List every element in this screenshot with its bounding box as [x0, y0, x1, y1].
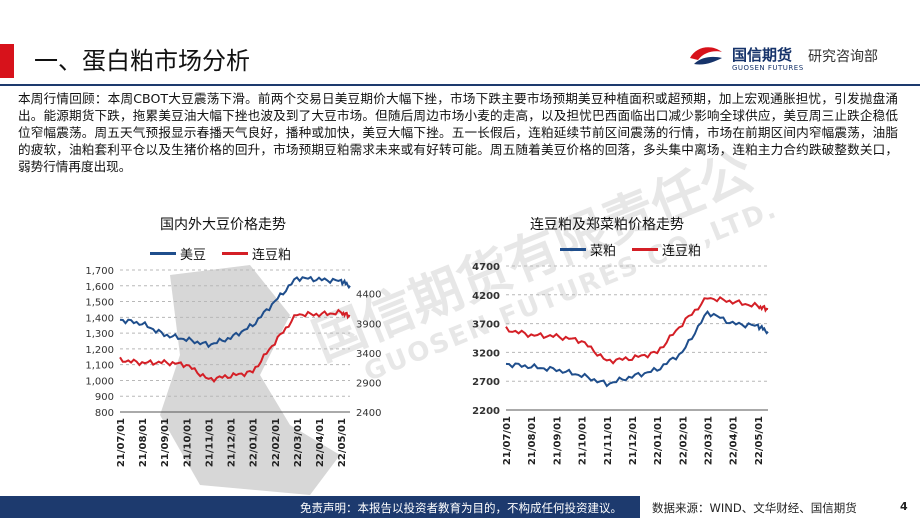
- x-tick-label: 22/01/01: [249, 418, 260, 467]
- guosen-logo-icon: [690, 47, 722, 65]
- watermark-emblem: [160, 265, 340, 495]
- y-tick-label: 4700: [472, 262, 500, 273]
- y-tick-label: 3200: [472, 348, 500, 359]
- title-divider: [0, 84, 920, 86]
- weekly-review-text: 本周行情回顾：本周CBOT大豆震荡下滑。前两个交易日美豆期价大幅下挫，市场下跌主…: [18, 91, 898, 174]
- x-tick-label: 22/02/01: [678, 416, 689, 465]
- y-tick-label: 2700: [472, 377, 500, 388]
- title-accent-bar: [0, 44, 14, 78]
- x-tick-label: 21/12/01: [628, 416, 639, 465]
- chart1-soybean-prices: 800 900 1,000 1,100 1,200 1,300 1,400 1,500 1,60…: [85, 266, 381, 467]
- x-tick-label: 21/07/01: [502, 416, 513, 465]
- chart2-meal-prices: 2200 2700 3200 3700 4200 4700 21/07/01 21/08/01…: [472, 262, 769, 465]
- chart1-legend-item-2: 连豆粕: [222, 244, 291, 263]
- brand-name: 国信期货: [732, 46, 793, 64]
- chart2-title: 连豆粕及郑菜粕价格走势: [530, 217, 684, 233]
- y-tick-label: 3700: [472, 320, 500, 331]
- y-tick-label: 1,000: [85, 376, 114, 387]
- brand-english-name: GUOSEN FUTURES: [732, 64, 804, 72]
- x-tick-label: 22/05/01: [754, 416, 765, 465]
- y-tick-label: 2200: [472, 406, 500, 417]
- department-label: 研究咨询部: [808, 49, 878, 65]
- x-tick-label: 22/03/01: [704, 416, 715, 465]
- y-tick-label: 1,500: [85, 298, 114, 309]
- series-line-1: [505, 310, 769, 388]
- series-line-2: [119, 308, 351, 384]
- data-source-text: 数据来源：WIND、文华财经、国信期货: [646, 499, 863, 517]
- x-tick-label: 21/12/01: [227, 418, 238, 467]
- y-tick-label: 1,100: [85, 361, 114, 372]
- x-tick-label: 22/04/01: [729, 416, 740, 465]
- x-tick-label: 21/11/01: [204, 418, 215, 467]
- x-tick-label: 22/01/01: [653, 416, 664, 465]
- y2-tick-label: 2900: [356, 378, 381, 389]
- x-tick-label: 21/11/01: [603, 416, 614, 465]
- y-tick-label: 4200: [472, 291, 500, 302]
- y-tick-label: 800: [95, 408, 114, 419]
- y-tick-label: 1,700: [85, 266, 114, 277]
- disclaimer-text: 免责声明：本报告以投资者教育为目的，不构成任何投资建议。: [300, 501, 622, 515]
- y-tick-label: 1,200: [85, 345, 114, 356]
- chart1-legend: 美豆 连豆粕: [150, 244, 307, 263]
- chart2-legend: 菜粕 连豆粕: [560, 240, 717, 259]
- x-tick-label: 22/05/01: [337, 418, 348, 467]
- x-tick-label: 22/03/01: [293, 418, 304, 467]
- chart2-legend-item-1: 菜粕: [560, 240, 616, 259]
- x-tick-label: 21/08/01: [138, 418, 149, 467]
- y-tick-label: 1,300: [85, 329, 114, 340]
- x-tick-label: 22/04/01: [315, 418, 326, 467]
- y2-tick-label: 4400: [356, 290, 381, 301]
- x-tick-label: 21/09/01: [160, 418, 171, 467]
- x-tick-label: 21/08/01: [527, 416, 538, 465]
- y-tick-label: 900: [95, 392, 114, 403]
- page-number: 4: [900, 500, 908, 513]
- y-tick-label: 1,400: [85, 313, 114, 324]
- x-tick-label: 22/02/01: [271, 418, 282, 467]
- x-tick-label: 21/07/01: [116, 418, 127, 467]
- series-line-2: [505, 295, 769, 365]
- y-tick-label: 1,600: [85, 282, 114, 293]
- chart2-legend-item-2: 连豆粕: [632, 240, 701, 259]
- y2-tick-label: 3900: [356, 319, 381, 330]
- series-line-1: [119, 275, 351, 349]
- x-tick-label: 21/10/01: [182, 418, 193, 467]
- x-tick-label: 21/09/01: [552, 416, 563, 465]
- page-title: 一、蛋白粕市场分析: [34, 47, 250, 75]
- chart1-title: 国内外大豆价格走势: [160, 217, 286, 233]
- chart1-legend-item-1: 美豆: [150, 244, 206, 263]
- y2-tick-label: 3400: [356, 349, 381, 360]
- y2-tick-label: 2400: [356, 408, 381, 419]
- x-tick-label: 21/10/01: [578, 416, 589, 465]
